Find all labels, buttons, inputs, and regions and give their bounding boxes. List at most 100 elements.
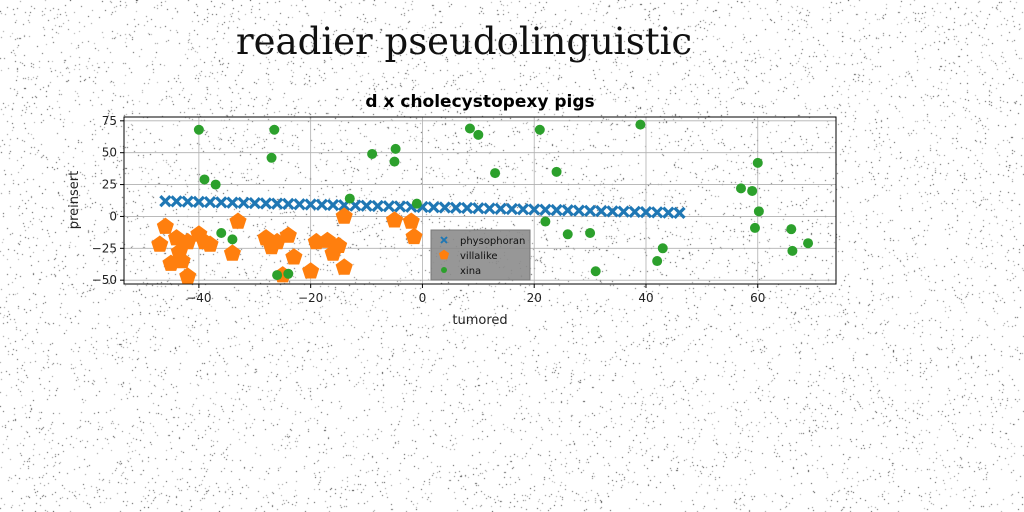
data-point — [528, 203, 541, 216]
data-point — [583, 204, 597, 217]
x-tick-label: −40 — [186, 291, 211, 305]
series-xina — [193, 119, 814, 281]
data-point — [747, 185, 758, 196]
data-point — [193, 124, 204, 135]
data-point — [464, 123, 475, 134]
axes-frame — [123, 116, 837, 285]
legend-marker — [440, 236, 448, 244]
data-point — [326, 198, 340, 212]
data-point — [749, 222, 760, 233]
data-point — [753, 206, 764, 217]
data-point — [159, 195, 172, 208]
data-point — [550, 203, 563, 217]
data-point — [367, 148, 378, 159]
data-point — [151, 235, 169, 252]
data-point — [226, 196, 239, 209]
x-tick-label: 60 — [750, 291, 765, 305]
x-tick-label: 20 — [527, 291, 542, 305]
legend-marker — [438, 249, 450, 260]
x-tick-label: 40 — [638, 291, 653, 305]
data-point — [248, 197, 261, 210]
data-point — [229, 212, 247, 229]
x-axis-label: tumored — [452, 313, 507, 328]
data-point — [461, 201, 474, 215]
data-point — [402, 212, 420, 229]
data-point — [270, 197, 284, 210]
data-point — [438, 201, 451, 214]
data-point — [382, 200, 396, 213]
data-point — [561, 204, 574, 217]
data-point — [427, 201, 440, 214]
chart-title: d x cholecystopexy pigs — [365, 92, 594, 112]
data-point — [786, 224, 797, 235]
data-point — [315, 198, 328, 211]
series-physophoran — [159, 195, 686, 219]
data-point — [652, 256, 663, 267]
data-point — [330, 236, 348, 253]
data-point — [473, 129, 484, 140]
legend-entry: villalike — [460, 251, 498, 262]
data-point — [657, 243, 668, 254]
legend-entry: xina — [460, 266, 481, 277]
data-point — [216, 228, 227, 239]
y-tick-label: −25 — [92, 241, 117, 255]
data-point — [516, 203, 530, 216]
data-points — [151, 119, 814, 284]
data-point — [179, 232, 197, 250]
data-point — [156, 217, 174, 234]
data-point — [735, 183, 746, 194]
data-point — [590, 266, 601, 277]
data-point — [272, 270, 283, 281]
data-point — [651, 206, 664, 219]
y-tick-label: 0 — [109, 209, 117, 223]
legend-box — [430, 229, 531, 281]
data-point — [203, 196, 217, 209]
data-point — [360, 199, 373, 212]
data-point — [411, 198, 422, 209]
data-point — [179, 267, 197, 284]
data-point — [371, 199, 384, 213]
data-point — [494, 202, 507, 215]
data-point — [223, 244, 241, 261]
data-point — [279, 226, 297, 243]
data-point — [662, 206, 675, 219]
data-point — [505, 202, 518, 216]
data-point — [282, 197, 295, 211]
data-point — [606, 205, 619, 218]
data-point — [635, 119, 646, 130]
data-point — [199, 174, 210, 185]
data-point — [215, 196, 228, 209]
data-point — [752, 157, 763, 168]
data-point — [617, 205, 630, 218]
y-tick-label: 50 — [102, 146, 117, 160]
data-point — [551, 166, 562, 177]
data-point — [673, 206, 686, 219]
axis-ticks: −40 −20 0 20 40 60 −50 −25 0 25 50 75 — [92, 114, 766, 305]
data-point — [472, 202, 485, 215]
data-point — [344, 193, 355, 204]
y-axis-label: preinsert — [67, 171, 82, 229]
page-title: readier pseudolinguistic — [236, 20, 693, 63]
data-point — [293, 198, 306, 211]
data-point — [628, 205, 641, 218]
data-point — [534, 124, 545, 135]
data-point — [227, 234, 238, 245]
data-point — [181, 195, 194, 208]
data-point — [269, 124, 280, 135]
data-point — [335, 207, 353, 224]
legend: physophoran villalike xina — [430, 229, 531, 281]
data-point — [483, 202, 496, 215]
data-point — [389, 156, 400, 167]
x-tick-label: 0 — [419, 291, 427, 305]
data-point — [266, 152, 277, 163]
data-point — [385, 211, 404, 228]
data-point — [192, 195, 206, 209]
data-point — [335, 258, 353, 275]
x-tick-label: −20 — [298, 291, 323, 305]
data-point — [405, 227, 423, 245]
data-point — [562, 229, 573, 240]
data-point — [572, 204, 586, 217]
data-point — [173, 252, 191, 269]
data-point — [210, 179, 221, 190]
data-point — [304, 198, 317, 211]
